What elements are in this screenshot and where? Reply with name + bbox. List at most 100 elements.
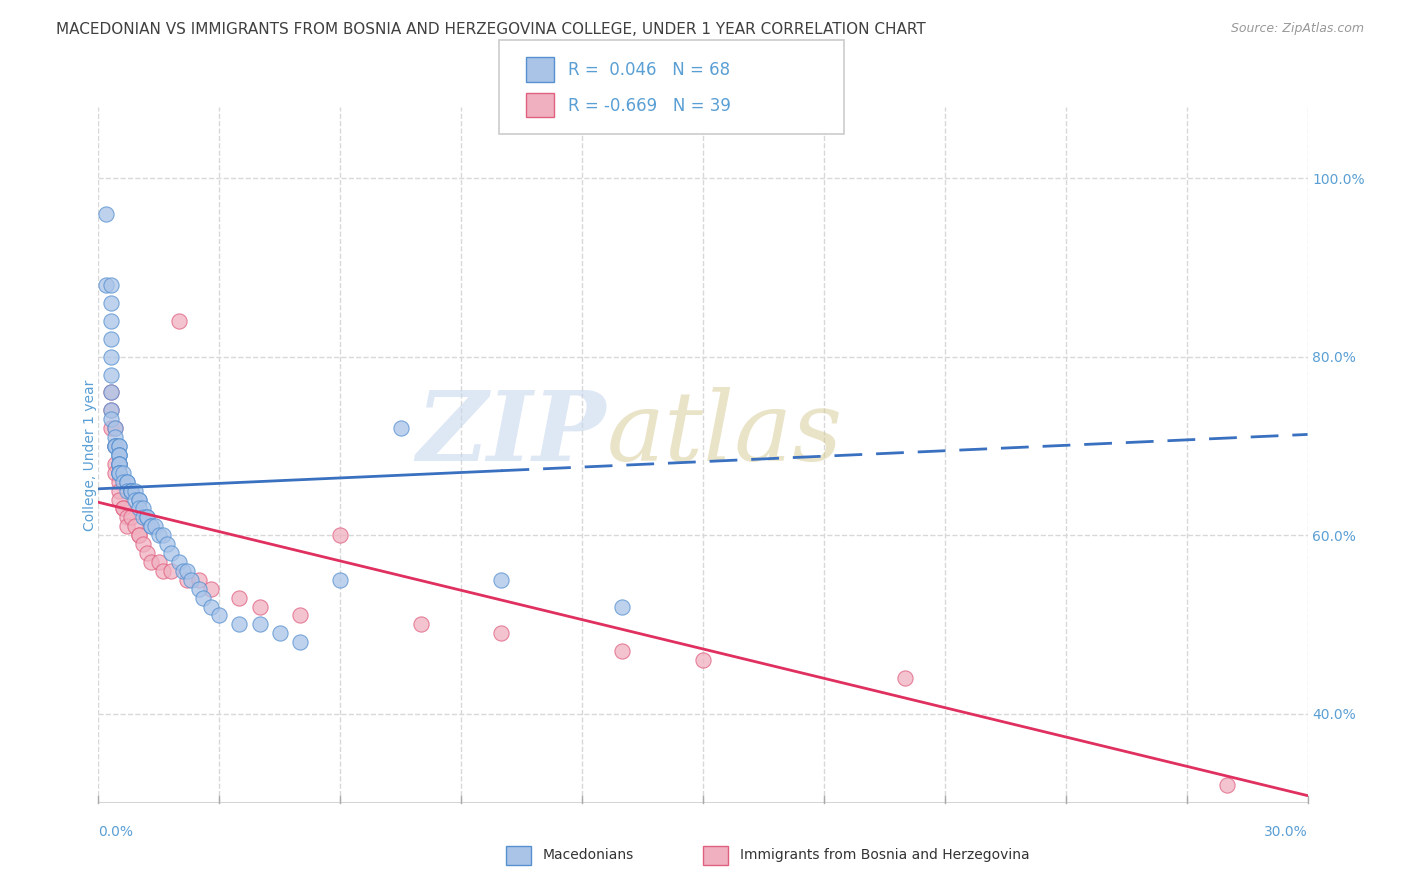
Point <box>107 457 129 471</box>
Point <box>107 448 129 462</box>
Point <box>269 626 291 640</box>
Point <box>107 448 129 462</box>
Point <box>100 403 122 417</box>
Point <box>128 501 150 516</box>
Point <box>103 466 125 480</box>
Point <box>200 582 222 596</box>
Text: ZIP: ZIP <box>416 387 606 481</box>
Point <box>249 599 271 614</box>
Point <box>172 564 194 578</box>
Point <box>132 510 155 524</box>
Point <box>152 528 174 542</box>
Point <box>107 439 129 453</box>
Point <box>100 350 122 364</box>
Point <box>103 439 125 453</box>
Point <box>167 555 190 569</box>
Text: 0.0%: 0.0% <box>98 825 134 839</box>
Point <box>111 475 134 489</box>
Point <box>132 501 155 516</box>
Text: R = -0.669   N = 39: R = -0.669 N = 39 <box>568 96 731 114</box>
Point <box>120 483 142 498</box>
Point <box>100 296 122 310</box>
Point <box>893 671 915 685</box>
Point <box>107 448 129 462</box>
Point <box>156 537 179 551</box>
Point <box>115 475 138 489</box>
Point <box>288 608 311 623</box>
Point <box>124 483 146 498</box>
Point <box>135 510 157 524</box>
Point <box>107 483 129 498</box>
Point <box>107 466 129 480</box>
Point <box>1216 778 1239 792</box>
Point <box>100 385 122 400</box>
Point <box>132 537 155 551</box>
Point <box>128 492 150 507</box>
Text: MACEDONIAN VS IMMIGRANTS FROM BOSNIA AND HERZEGOVINA COLLEGE, UNDER 1 YEAR CORRE: MACEDONIAN VS IMMIGRANTS FROM BOSNIA AND… <box>56 22 927 37</box>
Point <box>107 466 129 480</box>
Point <box>409 617 432 632</box>
Point <box>96 278 118 293</box>
Point <box>100 412 122 426</box>
Point <box>124 519 146 533</box>
Point <box>107 457 129 471</box>
Point <box>208 608 231 623</box>
Point <box>193 591 215 605</box>
Point <box>692 653 714 667</box>
Point <box>107 475 129 489</box>
Point <box>128 528 150 542</box>
Text: Macedonians: Macedonians <box>543 848 634 863</box>
Point <box>124 492 146 507</box>
Point <box>120 483 142 498</box>
Text: Source: ZipAtlas.com: Source: ZipAtlas.com <box>1230 22 1364 36</box>
Point <box>135 510 157 524</box>
Point <box>176 573 198 587</box>
Point <box>100 368 122 382</box>
Point <box>329 573 352 587</box>
Point <box>100 421 122 435</box>
Point <box>228 617 250 632</box>
Point <box>115 475 138 489</box>
Text: atlas: atlas <box>606 387 842 481</box>
Text: R =  0.046   N = 68: R = 0.046 N = 68 <box>568 61 730 79</box>
Point <box>160 564 183 578</box>
Point <box>100 314 122 328</box>
Point <box>111 466 134 480</box>
Point <box>103 430 125 444</box>
Point <box>103 421 125 435</box>
Point <box>107 439 129 453</box>
Point <box>111 501 134 516</box>
Point <box>107 466 129 480</box>
Point <box>103 421 125 435</box>
Point <box>491 626 513 640</box>
Point <box>143 519 166 533</box>
Point <box>139 519 162 533</box>
Point <box>103 439 125 453</box>
Point <box>103 439 125 453</box>
Point <box>103 439 125 453</box>
Point <box>139 519 162 533</box>
Point <box>389 421 412 435</box>
Point <box>128 492 150 507</box>
Point <box>107 457 129 471</box>
Point <box>120 510 142 524</box>
Point <box>188 582 211 596</box>
Point <box>120 483 142 498</box>
Point <box>152 564 174 578</box>
Point <box>107 466 129 480</box>
Point <box>249 617 271 632</box>
Point <box>188 573 211 587</box>
Point <box>100 278 122 293</box>
Point <box>612 599 634 614</box>
Point <box>111 501 134 516</box>
Point <box>135 546 157 560</box>
Point <box>107 492 129 507</box>
Point <box>612 644 634 658</box>
Point <box>96 207 118 221</box>
Point <box>100 403 122 417</box>
Point <box>167 314 190 328</box>
Point <box>176 564 198 578</box>
Point <box>180 573 202 587</box>
Point <box>228 591 250 605</box>
Point <box>200 599 222 614</box>
